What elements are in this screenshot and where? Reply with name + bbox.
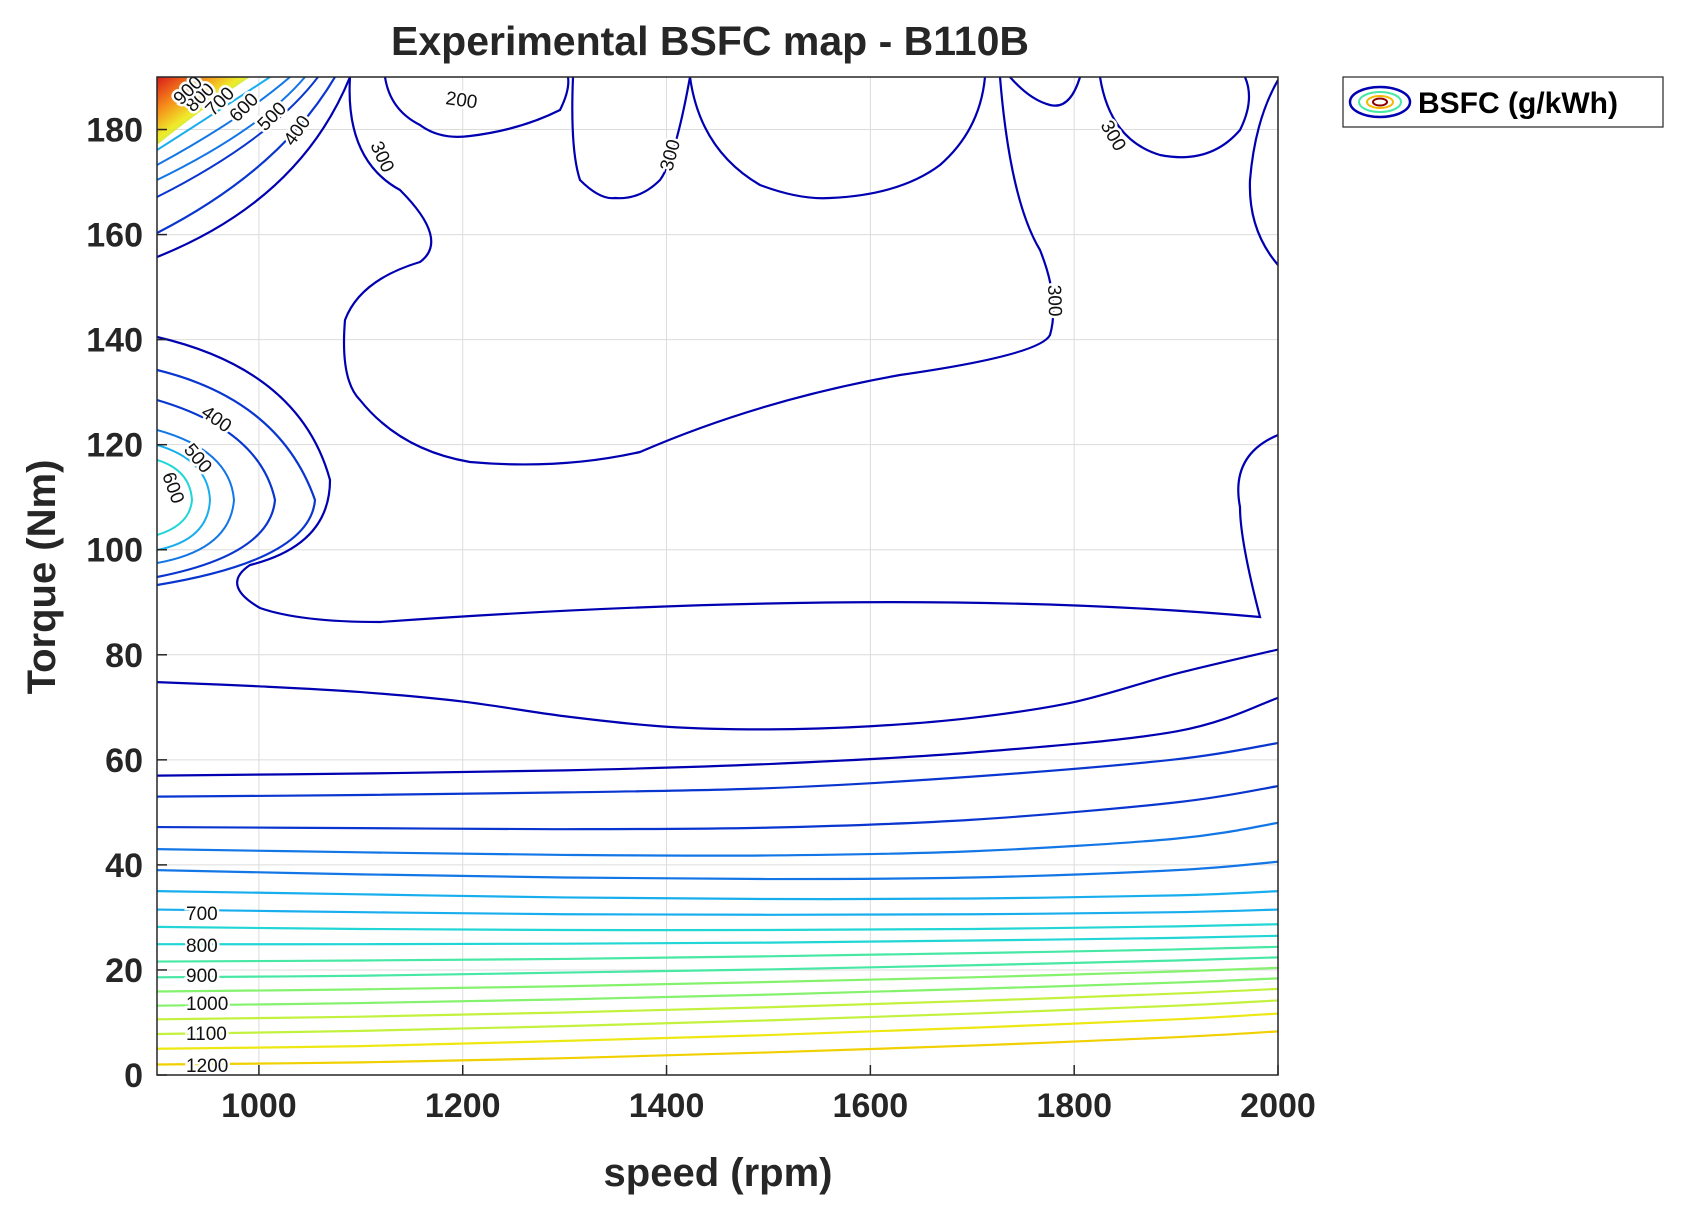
contour-corner-3 <box>157 77 306 181</box>
contour-corner-1 <box>157 77 271 151</box>
y-tick-label-2: 40 <box>105 847 143 885</box>
y-tick-label-1: 20 <box>105 952 143 990</box>
contour-line-1200 <box>157 1030 1278 1066</box>
axis-ticks: 1000 1200 1400 1600 1800 2000 0 20 40 60 80 100 120 1… <box>86 112 1316 1125</box>
y-tick-label-4: 80 <box>105 637 143 675</box>
y-tick-label-9: 180 <box>86 112 143 150</box>
contour-300-inner <box>342 77 1055 466</box>
contour-corner-6 <box>157 77 352 259</box>
contour-left-600 <box>157 459 194 536</box>
contour-line-450 <box>157 741 1278 798</box>
corner-hotspot-contours <box>157 77 352 259</box>
contour-corner-4 <box>157 77 319 198</box>
chart-title: Experimental BSFC map - B110B <box>391 18 1029 64</box>
contour-line-750 <box>157 923 1278 932</box>
contour-line-1000 <box>157 977 1278 1007</box>
contour-line-900 <box>157 956 1278 979</box>
x-tick-label-2: 1400 <box>629 1087 705 1125</box>
contour-top-mid-a <box>571 77 692 200</box>
contour-top-right-b <box>1098 77 1251 159</box>
contour-label-1100: 1100 <box>186 1024 227 1045</box>
contour-left-400 <box>157 368 317 587</box>
contour-line-850 <box>157 945 1278 963</box>
legend-box <box>1342 76 1664 128</box>
x-axis-label: speed (rpm) <box>604 1151 833 1195</box>
contour-label-200: 200 <box>444 88 478 113</box>
x-tick-label-1: 1200 <box>425 1087 501 1125</box>
contour-label-800-b: 800 <box>186 936 218 957</box>
y-tick-label-6: 120 <box>86 427 143 465</box>
contour-line-700 <box>157 908 1278 916</box>
contour-left-450 <box>157 398 277 579</box>
contour-line-425 <box>157 696 1278 777</box>
contour-line-1050 <box>157 987 1278 1021</box>
contour-line-950 <box>157 966 1278 993</box>
y-tick-label-7: 140 <box>86 322 143 360</box>
left-bump-contours <box>157 335 381 624</box>
x-tick-label-5: 2000 <box>1240 1087 1316 1125</box>
x-tick-label-3: 1600 <box>833 1087 909 1125</box>
corner-fill <box>157 77 250 145</box>
contour-label-1200: 1200 <box>186 1056 228 1077</box>
contour-label-1000: 1000 <box>186 994 228 1015</box>
contour-left-550 <box>157 444 212 551</box>
legend: BSFC (g/kWh) <box>1342 76 1664 128</box>
contour-corner-2 <box>157 77 291 166</box>
contour-lines <box>157 77 1278 1066</box>
contour-line-400 <box>157 648 1278 731</box>
x-tick-label-0: 1000 <box>221 1087 297 1125</box>
y-axis-label: Torque (Nm) <box>20 460 64 695</box>
contour-line-650 <box>157 890 1278 901</box>
contour-top-mid-b <box>688 77 987 200</box>
contour-top-left <box>383 77 570 138</box>
y-tick-label-0: 0 <box>124 1057 143 1095</box>
y-tick-label-5: 100 <box>86 532 143 570</box>
contour-label-900-b: 900 <box>186 966 218 987</box>
grid <box>157 77 1279 1076</box>
y-tick-label-3: 60 <box>105 742 143 780</box>
contour-label-700-b: 700 <box>186 904 218 925</box>
contour-300-outer <box>379 433 1278 624</box>
plot-area <box>157 77 1278 1075</box>
contour-corner-5 <box>157 77 336 234</box>
legend-label: BSFC (g/kWh) <box>1418 87 1618 120</box>
y-tick-label-8: 160 <box>86 217 143 255</box>
contour-line-800 <box>157 934 1278 946</box>
contour-label-300-c: 300 <box>1043 284 1065 316</box>
contour-line-1100 <box>157 999 1278 1036</box>
legend-contour-icon <box>1348 85 1412 119</box>
contour-line-600 <box>157 860 1278 881</box>
plot-frame <box>156 76 1279 1076</box>
contour-right-edge <box>1248 79 1278 266</box>
contour-line-550 <box>157 821 1278 857</box>
contour-bands <box>157 648 1278 1066</box>
contour-left-300 <box>157 335 381 624</box>
contour-left-500 <box>157 429 236 564</box>
contour-line-1150 <box>157 1012 1278 1050</box>
contour-line-500 <box>157 785 1278 831</box>
x-tick-label-4: 1800 <box>1036 1087 1112 1125</box>
contour-top-right-a <box>1009 77 1082 107</box>
